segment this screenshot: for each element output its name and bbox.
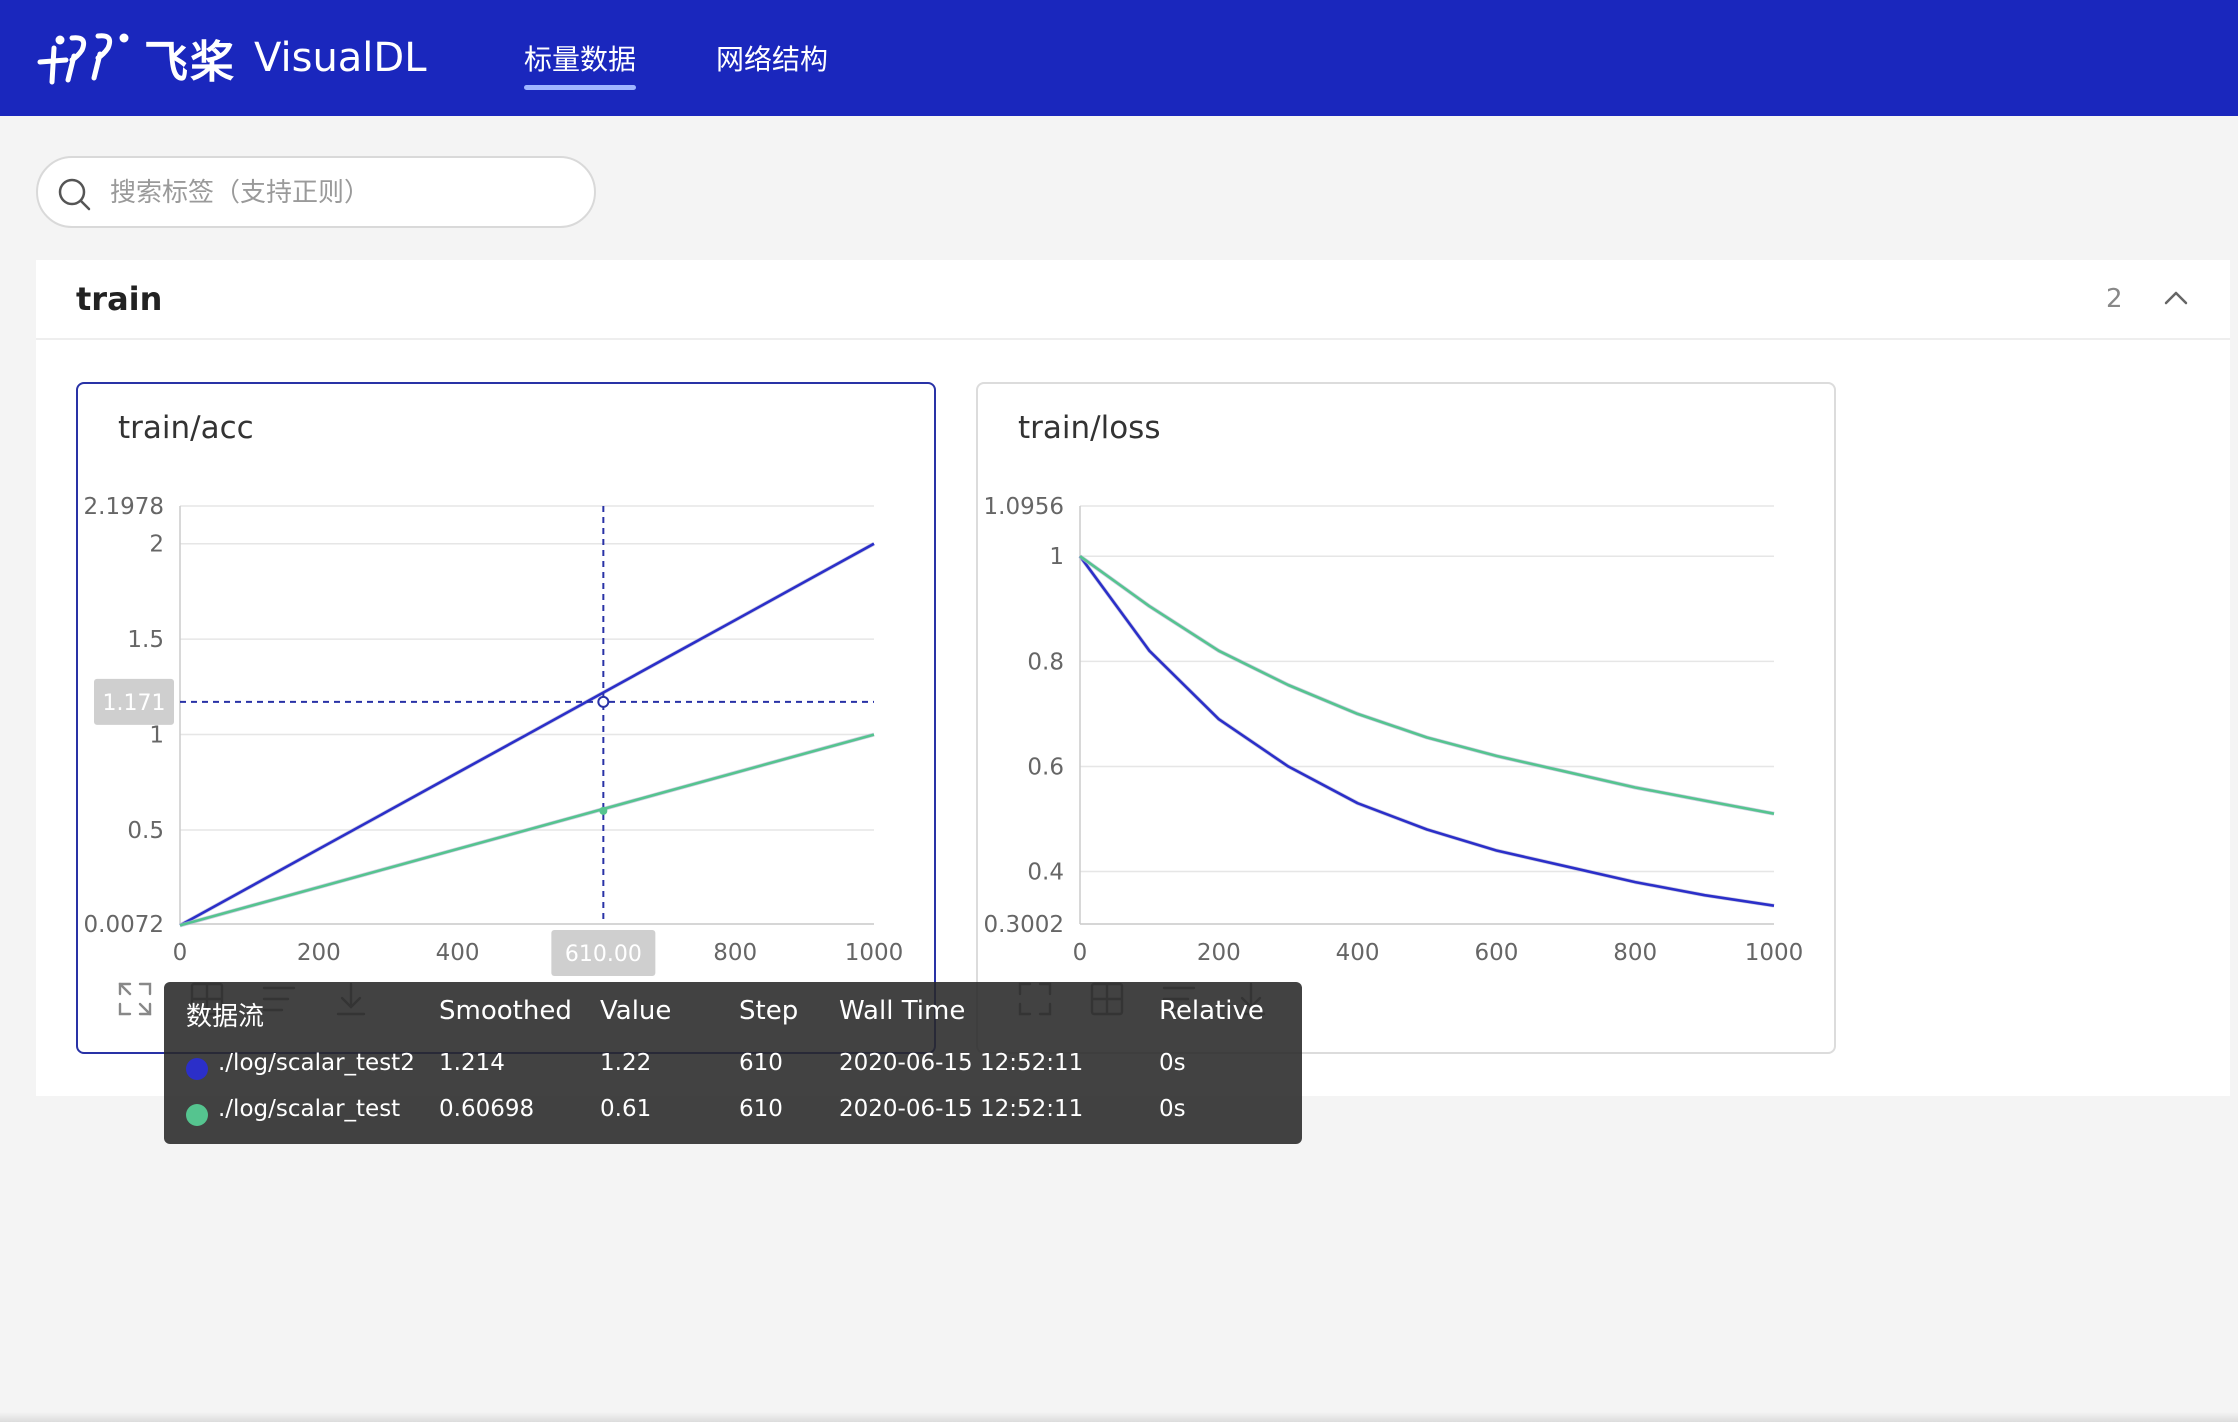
- step-value: 610: [739, 1096, 783, 1122]
- chart-loss[interactable]: 0.3002 0.4 0.6 0.8 1 1.0956 0 200 400 600 800 1000: [978, 384, 1838, 1056]
- header-value: Value: [600, 996, 672, 1026]
- y-tick-label: 1: [1049, 544, 1064, 570]
- step-value: 610: [739, 1050, 783, 1076]
- raw-value: 0.61: [600, 1096, 652, 1122]
- series-color-dot: [186, 1104, 208, 1126]
- header-wall-time: Wall Time: [839, 996, 966, 1026]
- run-name: ./log/scalar_test2: [218, 1050, 415, 1076]
- hover-point: [599, 806, 608, 815]
- crosshair-x-label-box: [551, 930, 656, 976]
- y-tick-label: 0.3002: [984, 912, 1064, 938]
- tab-scalars[interactable]: 标量数据: [524, 43, 637, 76]
- series-raw-line: [1078, 555, 1775, 908]
- y-tick-label: 1: [149, 723, 164, 749]
- y-tick-label: 2: [149, 532, 164, 558]
- y-tick-label: 0.5: [127, 818, 164, 844]
- group-title: train: [76, 280, 163, 318]
- group-header[interactable]: train 2: [36, 260, 2230, 340]
- series-line: [179, 542, 875, 927]
- wall-time-value: 2020-06-15 12:52:11: [839, 1096, 1084, 1122]
- x-tick-label: 0: [1073, 940, 1088, 966]
- logo-text-cn: 飞桨: [144, 37, 236, 88]
- raw-value: 1.22: [600, 1050, 652, 1076]
- smoothed-value: 0.60698: [439, 1096, 535, 1122]
- tooltip-row: ./log/scalar_test2 1.214 1.22 610 2020-0…: [164, 1050, 1302, 1090]
- chart-title: train/acc: [118, 410, 254, 446]
- x-tick-label: 400: [436, 940, 480, 966]
- crosshair-x-label: 610.00: [565, 942, 642, 967]
- x-tick-label: 200: [1197, 940, 1241, 966]
- tag-group-train: train 2 0.0072 0.5 1 1.5 2 2.1978 0 200 400 800 10…: [36, 260, 2230, 1096]
- y-tick-label: 1.0956: [984, 494, 1064, 520]
- x-tick-label: 600: [1474, 940, 1518, 966]
- header-run: 数据流: [186, 1002, 265, 1032]
- header-smoothed: Smoothed: [439, 996, 572, 1026]
- logo[interactable]: 飞桨 VisualDL: [36, 22, 427, 94]
- series-line: [1078, 555, 1775, 907]
- chart-title: train/loss: [1018, 410, 1161, 446]
- x-tick-label: 200: [297, 940, 341, 966]
- chart-tooltip: 数据流 Smoothed Value Step Wall Time Relati…: [164, 982, 1302, 1144]
- group-count: 2: [2106, 284, 2123, 314]
- series-color-dot: [186, 1058, 208, 1080]
- x-tick-label: 800: [713, 940, 757, 966]
- series-line: [1079, 555, 1775, 815]
- y-tick-label: 0.0072: [84, 912, 164, 938]
- crosshair-y-label-box: [94, 678, 174, 725]
- x-tick-label: 800: [1613, 940, 1657, 966]
- relative-value: 0s: [1159, 1096, 1186, 1122]
- y-tick-label: 0.4: [1027, 860, 1064, 886]
- x-tick-label: 0: [173, 940, 188, 966]
- series-line: [179, 733, 875, 927]
- page-bottom-edge: [0, 1412, 2238, 1422]
- top-navbar: 飞桨 VisualDL 标量数据 网络结构: [0, 0, 2238, 116]
- tooltip-header-row: 数据流 Smoothed Value Step Wall Time Relati…: [164, 996, 1302, 1036]
- y-tick-label: 2.1978: [84, 494, 164, 520]
- expand-icon[interactable]: [114, 978, 156, 1020]
- y-tick-label: 0.6: [1027, 754, 1064, 780]
- x-tick-label: 400: [1336, 940, 1380, 966]
- chart-card-acc[interactable]: 0.0072 0.5 1 1.5 2 2.1978 0 200 400 800 1000 1.171 6…: [76, 382, 936, 1054]
- hover-point: [597, 695, 610, 708]
- x-tick-label: 1000: [845, 940, 904, 966]
- paddle-logo-icon: [37, 33, 129, 85]
- header-step: Step: [739, 996, 799, 1026]
- search-input[interactable]: [110, 172, 580, 214]
- relative-value: 0s: [1159, 1050, 1186, 1076]
- search-icon: [58, 178, 91, 211]
- smoothed-value: 1.214: [439, 1050, 505, 1076]
- run-name: ./log/scalar_test: [218, 1096, 401, 1122]
- tag-search-box: [36, 156, 596, 228]
- header-relative: Relative: [1159, 996, 1264, 1026]
- y-tick-label: 0.8: [1027, 649, 1064, 675]
- crosshair-y-label: 1.171: [103, 691, 166, 716]
- chart-card-loss[interactable]: 0.3002 0.4 0.6 0.8 1 1.0956 0 200 400 600 800 1000 …: [976, 382, 1836, 1054]
- tab-graphs[interactable]: 网络结构: [716, 43, 829, 76]
- y-tick-label: 1.5: [127, 627, 164, 653]
- x-tick-label: 1000: [1745, 940, 1804, 966]
- tooltip-row: ./log/scalar_test 0.60698 0.61 610 2020-…: [164, 1096, 1302, 1136]
- chevron-up-icon[interactable]: [2160, 282, 2192, 314]
- wall-time-value: 2020-06-15 12:52:11: [839, 1050, 1084, 1076]
- chart-acc[interactable]: 0.0072 0.5 1 1.5 2 2.1978 0 200 400 800 1000 1.171 6…: [78, 384, 938, 1056]
- active-tab-indicator: [524, 85, 636, 90]
- logo-text-en: VisualDL: [254, 35, 427, 81]
